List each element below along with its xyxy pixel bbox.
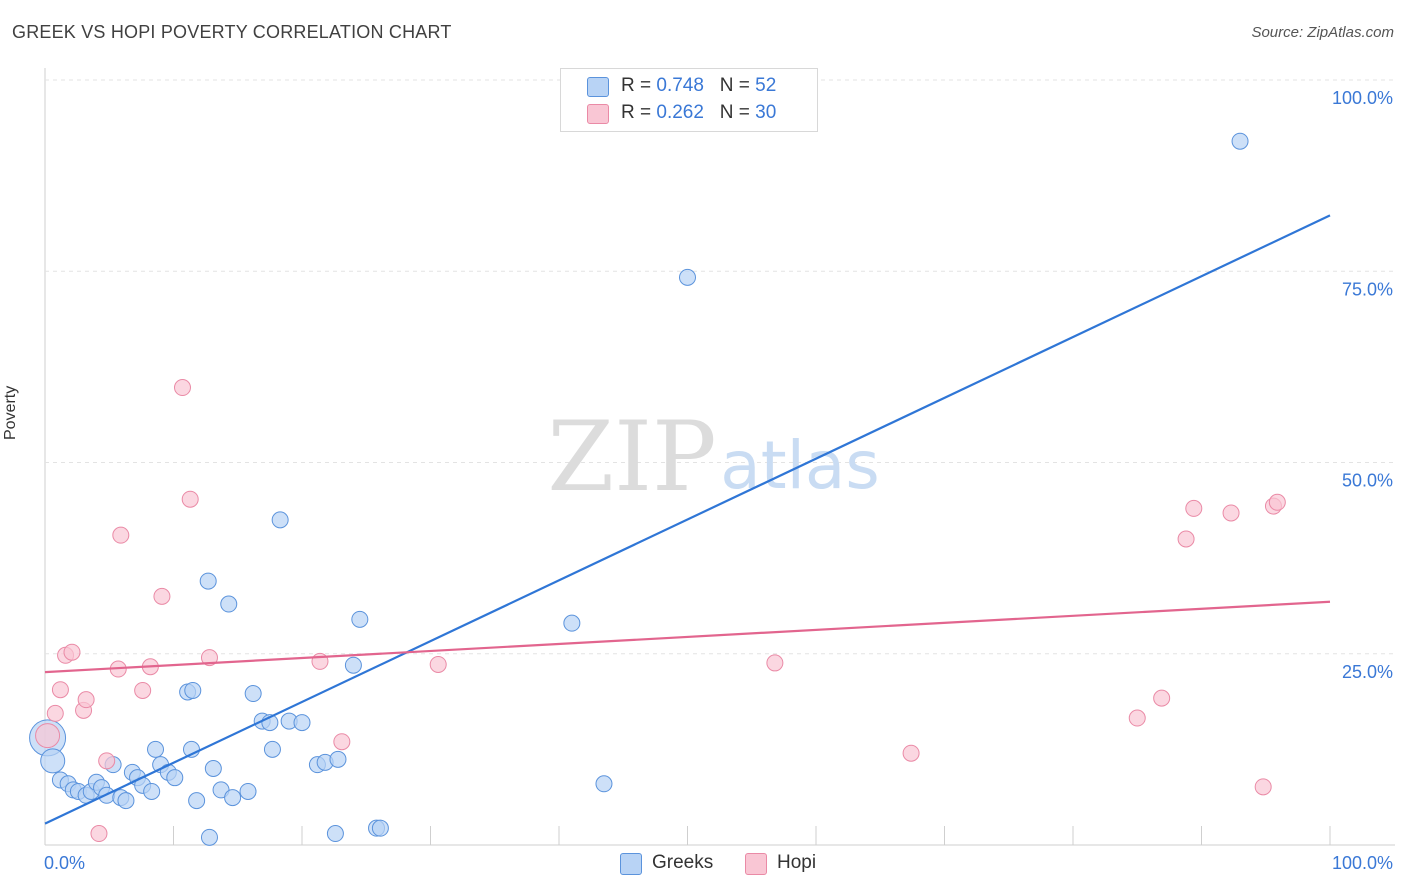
r-label: R =: [621, 75, 657, 96]
greeks-point: [188, 792, 206, 810]
r-value-hopi: 0.262: [656, 102, 704, 123]
greeks-point: [595, 775, 613, 793]
source-credit: Source: ZipAtlas.com: [1251, 24, 1394, 41]
trendlines: [44, 214, 1331, 825]
hopi-legend-label: Hopi: [777, 852, 817, 873]
hopi-point: [63, 643, 81, 661]
greeks-legend-swatch: [620, 853, 642, 875]
n-label: N =: [719, 75, 756, 96]
tick-labels: 25.0% 50.0% 75.0% 100.0% 0.0% 100.0%: [44, 88, 1393, 873]
hopi-point: [112, 526, 130, 544]
hopi-point: [200, 649, 218, 667]
greeks-point: [271, 511, 289, 529]
hopi-point: [1222, 504, 1240, 522]
greeks-point: [200, 828, 218, 846]
greeks-point: [40, 748, 66, 774]
greeks-point: [117, 792, 135, 810]
hopi-point: [90, 825, 108, 843]
n-label: N =: [719, 102, 756, 123]
greeks-point: [143, 782, 161, 800]
points-layer: [29, 132, 1286, 846]
hopi-point: [1153, 689, 1171, 707]
correlation-legend: R = 0.748 N = 52 R = 0.262 N = 30: [560, 68, 818, 132]
greeks-swatch: [587, 77, 609, 97]
y-tick-label-50: 50.0%: [1342, 471, 1393, 491]
greeks-point: [1231, 132, 1249, 150]
x-tick-label-max: 100.0%: [1332, 853, 1393, 873]
hopi-point: [333, 733, 351, 751]
greeks-point: [351, 610, 369, 628]
hopi-point: [35, 723, 61, 749]
legend-greeks-text: R = 0.748 N = 52: [621, 75, 776, 97]
greeks-point: [293, 714, 311, 732]
greeks-point: [224, 789, 242, 807]
greeks-point: [344, 656, 362, 674]
greeks-point: [326, 825, 344, 843]
greeks-legend-label: Greeks: [652, 852, 714, 873]
n-value-greeks: 52: [755, 75, 777, 96]
greeks-point: [166, 769, 184, 787]
y-tick-label-100: 100.0%: [1332, 88, 1393, 108]
trendline-greeks: [44, 214, 1331, 825]
greeks-point: [563, 614, 581, 632]
hopi-point: [98, 752, 116, 770]
greeks-point: [679, 268, 696, 286]
legend-hopi-text: R = 0.262 N = 30: [621, 102, 776, 124]
hopi-legend-swatch: [745, 853, 767, 875]
hopi-point: [1177, 530, 1195, 548]
hopi-point: [766, 654, 784, 672]
hopi-swatch: [587, 104, 609, 124]
r-value-greeks: 0.748: [656, 75, 704, 96]
greeks-point: [244, 685, 262, 703]
watermark-zip: ZIP: [547, 401, 716, 513]
greeks-point: [329, 750, 347, 768]
greeks-point: [263, 740, 281, 758]
trendline-hopi: [44, 600, 1331, 674]
hopi-point: [134, 681, 152, 699]
hopi-point: [1268, 493, 1286, 511]
greeks-point: [371, 819, 389, 837]
x-tick-label-min: 0.0%: [44, 853, 85, 873]
y-tick-label-25: 25.0%: [1342, 662, 1393, 682]
hopi-point: [46, 704, 64, 722]
greeks-point: [204, 760, 222, 777]
hopi-point: [77, 691, 95, 709]
greeks-point: [184, 681, 202, 699]
hopi-point: [181, 490, 199, 508]
greeks-point: [199, 572, 217, 590]
n-value-hopi: 30: [755, 102, 777, 123]
greeks-point: [220, 595, 238, 613]
watermark: ZIP atlas: [547, 401, 879, 513]
y-tick-label-75: 75.0%: [1342, 279, 1393, 299]
r-label: R =: [621, 102, 657, 123]
hopi-point: [429, 655, 447, 673]
greeks-point: [147, 740, 165, 758]
hopi-point: [1185, 499, 1203, 517]
chart-title: GREEK VS HOPI POVERTY CORRELATION CHART: [12, 22, 452, 42]
greeks-point: [239, 782, 257, 800]
hopi-point: [51, 681, 69, 699]
hopi-point: [1254, 778, 1272, 796]
hopi-point: [173, 379, 191, 397]
hopi-point: [153, 587, 171, 605]
hopi-point: [902, 744, 920, 762]
hopi-point: [1128, 709, 1146, 727]
